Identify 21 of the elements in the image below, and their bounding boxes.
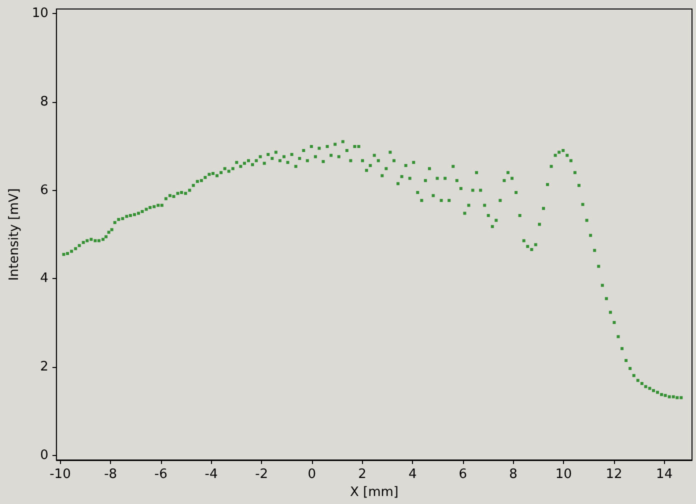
x-tick-label: -6 xyxy=(154,467,168,482)
x-tick-label: -10 xyxy=(50,467,71,482)
y-tick-label: 8 xyxy=(40,94,48,110)
x-tick-label: 12 xyxy=(606,467,622,482)
y-tick-label: 4 xyxy=(40,271,48,286)
x-tick-label: 14 xyxy=(656,467,673,482)
x-tick-label: 2 xyxy=(358,467,366,482)
y-tick-label: 6 xyxy=(40,182,48,198)
x-tick-label: -8 xyxy=(104,467,118,482)
x-axis-title: X [mm] xyxy=(350,485,398,500)
x-tick-label: 6 xyxy=(458,467,468,482)
x-tick-label: -2 xyxy=(255,467,268,482)
x-tick-label: -4 xyxy=(204,467,218,482)
y-tick-label: 10 xyxy=(32,6,48,21)
y-tick-label: 2 xyxy=(40,360,48,375)
x-tick-label: 10 xyxy=(555,467,572,482)
x-tick-label: 4 xyxy=(408,467,417,482)
x-tick-label: 8 xyxy=(509,467,518,482)
y-tick-label: 0 xyxy=(40,448,48,464)
y-axis-title: Intensity [mV] xyxy=(7,188,22,281)
x-tick-label: 0 xyxy=(308,467,316,482)
